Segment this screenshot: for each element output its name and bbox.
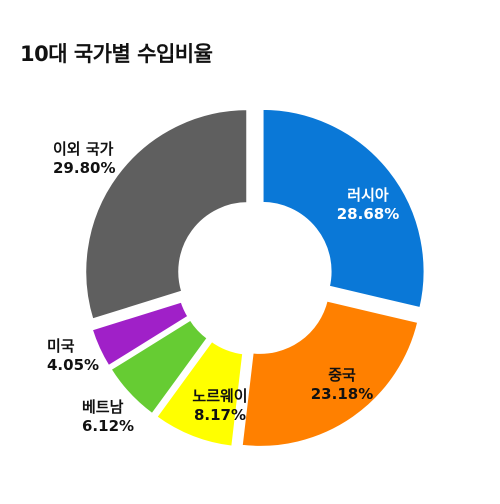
label-china-name: 중국 [328, 366, 356, 384]
label-others: 이외 국가 29.80% [53, 140, 115, 178]
label-usa-name: 미국 [47, 337, 75, 355]
label-russia: 러시아 28.68% [326, 186, 410, 224]
slice-others [83, 107, 250, 322]
label-usa: 미국 4.05% [47, 337, 99, 375]
slice-usa [89, 299, 192, 369]
chart-title: 10대 국가별 수입비율 [20, 42, 213, 66]
label-others-value: 29.80% [53, 159, 116, 177]
label-norway-value: 8.17% [193, 406, 247, 424]
label-china: 중국 23.18% [300, 366, 384, 404]
slice-russia [260, 106, 427, 311]
label-russia-name: 러시아 [347, 186, 389, 204]
label-norway: 노르웨이 8.17% [178, 387, 262, 425]
label-vietnam: 베트남 6.12% [82, 398, 134, 436]
label-vietnam-value: 6.12% [82, 417, 135, 435]
slice-norway [153, 338, 246, 449]
label-russia-value: 28.68% [336, 205, 400, 223]
label-norway-name: 노르웨이 [192, 387, 248, 405]
slice-china [239, 298, 421, 449]
label-vietnam-name: 베트남 [82, 398, 124, 416]
label-others-name: 이외 국가 [53, 140, 114, 158]
slice-vietnam [107, 316, 211, 417]
label-usa-value: 4.05% [47, 356, 100, 374]
label-china-value: 23.18% [310, 385, 374, 403]
